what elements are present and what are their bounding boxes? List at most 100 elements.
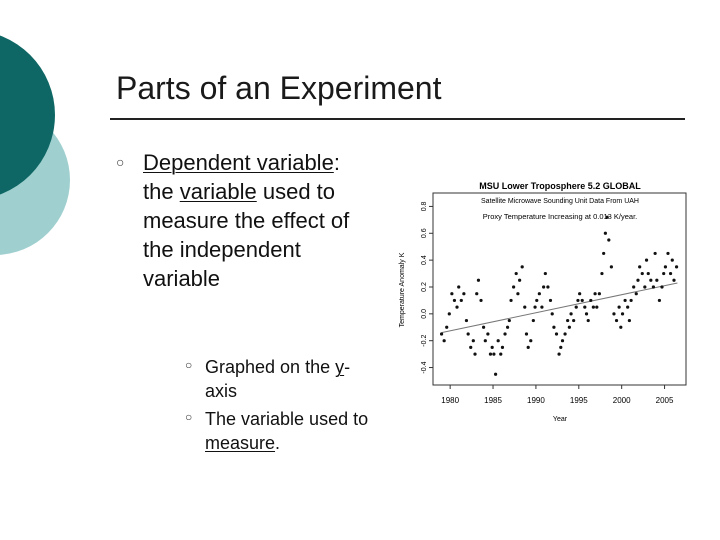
- point: [609, 265, 613, 269]
- point: [476, 278, 481, 282]
- point: [595, 305, 599, 309]
- point: [482, 325, 486, 329]
- point: [466, 332, 470, 336]
- point: [670, 258, 674, 262]
- text: The variable used to: [205, 409, 369, 429]
- point: [584, 312, 589, 316]
- point: [540, 305, 544, 309]
- point: [620, 312, 625, 316]
- point: [533, 305, 537, 309]
- subbullet: The variable used to measure.: [205, 407, 370, 455]
- point: [569, 312, 573, 316]
- point: [576, 298, 580, 303]
- point: [492, 352, 496, 356]
- point: [636, 278, 640, 282]
- x-tick-label: 2005: [656, 396, 674, 405]
- x-tick-label: 1985: [484, 396, 502, 405]
- point: [512, 285, 516, 289]
- point: [548, 298, 553, 303]
- point: [660, 285, 664, 289]
- point: [554, 332, 559, 336]
- point: [572, 318, 576, 323]
- bullet-marker: ○: [185, 358, 193, 372]
- bullet-marker: ○: [185, 410, 193, 424]
- chart-title: MSU Lower Troposphere 5.2 GLOBAL: [479, 181, 641, 191]
- chart-subtitle: Satellite Microwave Sounding Unit Data F…: [481, 198, 639, 205]
- point: [589, 298, 593, 303]
- point: [500, 345, 505, 350]
- point: [644, 258, 649, 262]
- point: [526, 345, 530, 350]
- point: [586, 318, 590, 323]
- point: [473, 352, 477, 356]
- point: [442, 339, 446, 343]
- point: [603, 231, 607, 235]
- point: [638, 265, 642, 269]
- point: [602, 251, 606, 256]
- point: [614, 318, 619, 323]
- point: [535, 298, 539, 303]
- point: [657, 298, 662, 303]
- point: [574, 305, 578, 309]
- point: [666, 251, 670, 256]
- dark-circle: [0, 35, 55, 195]
- point: [507, 318, 511, 323]
- point: [583, 305, 587, 309]
- text: used to measure the effect of the indepe…: [143, 179, 350, 291]
- text: measure: [205, 433, 276, 453]
- x-tick-label: 1980: [441, 396, 459, 405]
- point: [464, 318, 469, 323]
- point: [643, 285, 647, 289]
- point: [580, 298, 584, 303]
- point: [494, 372, 498, 376]
- point: [591, 305, 595, 309]
- point: [496, 339, 500, 343]
- point: [475, 292, 479, 296]
- point: [483, 339, 487, 343]
- text: variable: [179, 179, 257, 204]
- point: [439, 332, 444, 336]
- point: [566, 318, 570, 323]
- point: [490, 345, 494, 350]
- point: [619, 325, 623, 329]
- point: [640, 271, 644, 276]
- point: [567, 325, 571, 329]
- trend-line: [441, 282, 678, 334]
- text: : the: [143, 150, 340, 204]
- x-tick-label: 2000: [613, 396, 631, 405]
- point: [537, 292, 541, 296]
- point: [607, 238, 611, 242]
- y-tick-label: 0.0: [421, 309, 428, 319]
- y-tick-label: 0.2: [421, 282, 428, 292]
- point: [672, 278, 676, 282]
- bullet-marker: ○: [116, 154, 125, 170]
- point: [668, 271, 673, 276]
- point: [550, 312, 554, 316]
- point: [488, 352, 493, 356]
- point: [479, 298, 483, 303]
- annotation: Proxy Temperature Increasing at 0.013 K/…: [483, 212, 638, 221]
- y-tick-label: -0.4: [421, 361, 428, 373]
- point: [499, 352, 503, 356]
- point: [509, 298, 513, 303]
- point: [471, 339, 475, 343]
- point: [651, 285, 656, 289]
- point: [531, 318, 535, 323]
- point: [524, 332, 529, 336]
- point: [452, 298, 457, 303]
- plot-frame: [432, 192, 687, 386]
- x-tick-label: 1995: [570, 396, 588, 405]
- text: Dependent variable: [143, 150, 334, 175]
- point: [560, 339, 565, 343]
- point: [445, 325, 449, 329]
- point: [612, 312, 616, 316]
- point: [506, 325, 510, 329]
- text: -axis: [205, 357, 351, 401]
- y-tick-label: 0.4: [421, 255, 428, 265]
- point: [627, 318, 631, 323]
- decoration: [0, 35, 70, 255]
- point: [563, 332, 567, 336]
- point: [462, 292, 466, 296]
